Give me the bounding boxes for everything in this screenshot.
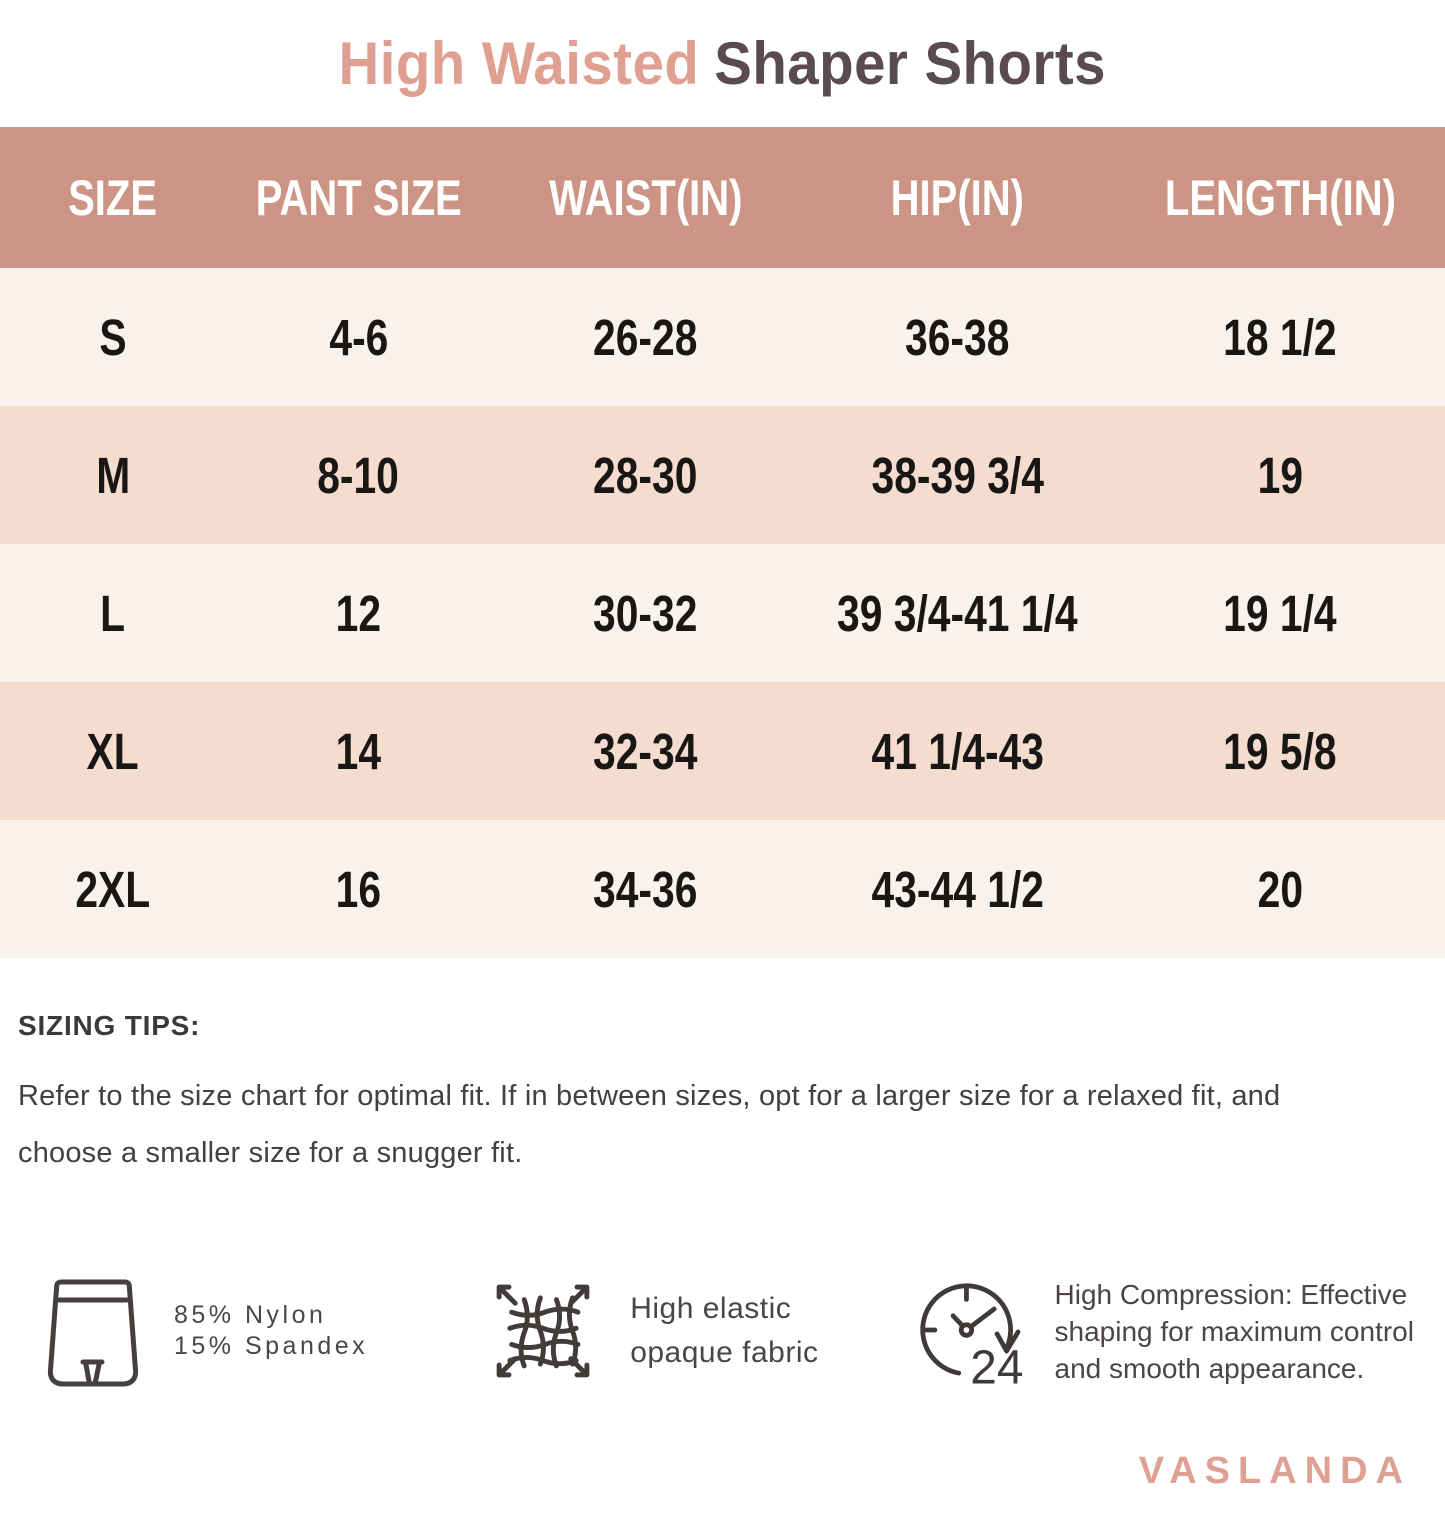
table-cell: 34-36 (593, 860, 698, 918)
feature-compression-line: and smooth appearance. (1054, 1352, 1365, 1384)
table-cell: 14 (335, 722, 382, 780)
feature-elastic-line: High elastic (630, 1292, 792, 1325)
table-cell: 16 (335, 860, 382, 918)
table-cell: 8-10 (317, 446, 400, 504)
table-cell: 41 1/4-43 (871, 722, 1044, 780)
table-cell: 20 (1257, 860, 1303, 918)
column-header-length: LENGTH(IN) (1115, 127, 1445, 268)
table-cell: M (95, 446, 130, 504)
table-cell: 19 5/8 (1223, 722, 1337, 780)
column-header-pant-size: PANT SIZE (226, 127, 491, 268)
table-header-row: SIZE PANT SIZE WAIST(IN) HIP(IN) LENGTH(… (0, 127, 1445, 268)
table-cell: 2XL (75, 860, 151, 918)
feature-fabric-line: 85% Nylon (174, 1301, 327, 1329)
table-cell: 19 1/4 (1223, 584, 1337, 642)
sizing-tips-section: SIZING TIPS: Refer to the size chart for… (18, 1010, 1425, 1182)
table-cell: XL (86, 722, 140, 780)
table-cell: 4-6 (329, 308, 388, 366)
clock-24-label: 24 (970, 1342, 1023, 1392)
table-cell: 26-28 (593, 308, 698, 366)
table-row-xl: XL 14 32-34 41 1/4-43 19 5/8 (0, 682, 1445, 820)
table-row-m: M 8-10 28-30 38-39 3/4 19 (0, 406, 1445, 544)
table-row-l: L 12 30-32 39 3/4-41 1/4 19 1/4 (0, 544, 1445, 682)
feature-compression-content: 24 High Compression: Effective shaping f… (911, 1270, 1414, 1392)
title-accent-text: High Waisted (338, 30, 700, 97)
column-header-waist: WAIST(IN) (491, 127, 800, 268)
title-rest-text: Shaper Shorts (714, 30, 1107, 97)
feature-elastic-line: opaque fabric (630, 1336, 819, 1369)
size-chart-table: SIZE PANT SIZE WAIST(IN) HIP(IN) LENGTH(… (0, 127, 1445, 958)
column-header-size: SIZE (0, 127, 226, 268)
table-row-2xl: 2XL 16 34-36 43-44 1/2 20 (0, 820, 1445, 958)
table-cell: 28-30 (593, 446, 698, 504)
24h-clock-icon: 24 (911, 1270, 1041, 1392)
table-cell: 36-38 (905, 308, 1010, 366)
table-cell: S (99, 308, 127, 366)
table-row-s: S 4-6 26-28 36-38 18 1/2 (0, 268, 1445, 406)
table-cell: 12 (335, 584, 382, 642)
table-cell: 43-44 1/2 (871, 860, 1044, 918)
column-header-hip: HIP(IN) (800, 127, 1115, 268)
feature-fabric-content: 85% Nylon 15% Spandex (38, 1272, 368, 1390)
sizing-tips-line: Refer to the size chart for optimal fit.… (18, 1080, 1281, 1112)
table-cell: 39 3/4-41 1/4 (837, 584, 1078, 642)
feature-compression-line: High Compression: Effective (1054, 1278, 1408, 1310)
stretch-fabric-icon (476, 1271, 610, 1391)
features-row: 85% Nylon 15% Spandex (0, 1270, 1445, 1392)
feature-elastic-content: High elastic opaque fabric (476, 1271, 818, 1391)
shorts-icon (38, 1272, 148, 1390)
feature-compression-line: shaping for maximum control (1054, 1315, 1414, 1347)
sizing-tips-line: choose a smaller size for a snugger fit. (18, 1137, 523, 1169)
feature-fabric-line: 15% Spandex (174, 1332, 369, 1360)
table-cell: 38-39 3/4 (871, 446, 1044, 504)
sizing-tips-heading: SIZING TIPS: (18, 1010, 201, 1041)
page-title: High Waisted Shaper Shorts (0, 0, 1445, 127)
size-chart-infographic: High Waisted Shaper Shorts SIZE PANT SIZE… (0, 0, 1445, 1492)
table-cell: 18 1/2 (1223, 308, 1337, 366)
table-cell: 19 (1257, 446, 1303, 504)
table-cell: 32-34 (593, 722, 698, 780)
brand-logo: VASLANDA (1138, 1450, 1411, 1492)
table-cell: 30-32 (593, 584, 698, 642)
table-cell: L (100, 584, 126, 642)
